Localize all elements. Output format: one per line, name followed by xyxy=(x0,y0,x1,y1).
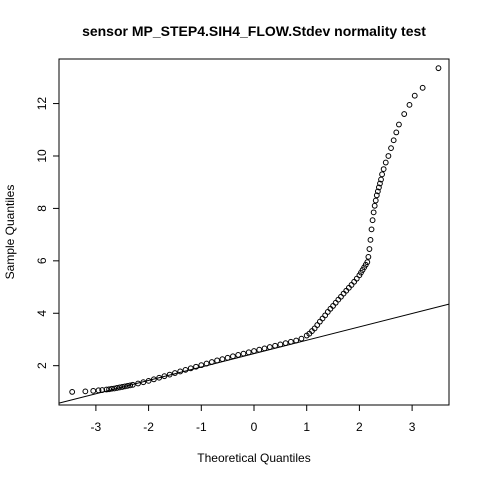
x-tick-label: 1 xyxy=(303,420,310,434)
data-point xyxy=(380,166,387,172)
data-point xyxy=(114,385,120,391)
data-point xyxy=(366,246,373,252)
data-point xyxy=(182,366,189,373)
data-point xyxy=(103,386,110,393)
data-point xyxy=(108,385,115,392)
data-point xyxy=(272,342,278,349)
data-point xyxy=(435,65,442,72)
data-point xyxy=(378,176,384,183)
data-point xyxy=(156,374,163,381)
y-tick-label: 8 xyxy=(35,205,49,212)
y-tick-label: 12 xyxy=(35,97,49,111)
data-point xyxy=(208,359,215,365)
data-point xyxy=(277,341,284,348)
data-point xyxy=(373,192,380,199)
data-point xyxy=(111,385,118,392)
data-point xyxy=(187,365,194,372)
data-point xyxy=(377,180,383,187)
data-point xyxy=(177,368,184,375)
data-point xyxy=(390,137,397,144)
data-point xyxy=(251,348,257,354)
data-point xyxy=(282,340,289,347)
data-point xyxy=(99,387,106,393)
chart-title: sensor MP_STEP4.SIH4_FLOW.Stdev normalit… xyxy=(82,23,426,39)
data-point xyxy=(382,159,389,166)
data-point xyxy=(119,384,126,390)
data-point xyxy=(368,226,375,233)
data-point xyxy=(198,362,205,369)
data-point xyxy=(406,101,413,108)
data-point xyxy=(95,387,102,394)
data-point xyxy=(214,357,221,364)
y-tick-label: 2 xyxy=(35,362,49,369)
data-point xyxy=(396,121,402,128)
data-point xyxy=(411,92,418,99)
sample-points xyxy=(69,65,442,395)
y-tick-label: 10 xyxy=(35,149,49,163)
data-point xyxy=(401,111,408,117)
data-point xyxy=(166,371,173,378)
data-point xyxy=(129,381,136,388)
data-point xyxy=(371,202,378,209)
x-tick-label: -2 xyxy=(143,420,154,434)
data-point xyxy=(256,346,263,353)
data-point xyxy=(82,388,89,395)
data-point xyxy=(90,387,97,394)
y-tick-label: 4 xyxy=(35,310,49,317)
data-point xyxy=(372,197,379,204)
y-tick-label: 6 xyxy=(35,257,49,264)
data-point xyxy=(379,171,385,178)
data-point xyxy=(145,377,152,384)
data-point xyxy=(224,354,231,361)
x-tick-label: 3 xyxy=(409,420,416,434)
data-point xyxy=(121,383,128,390)
data-point xyxy=(393,129,400,136)
data-point xyxy=(385,153,392,159)
data-point xyxy=(245,349,252,356)
data-point xyxy=(370,209,377,216)
data-point xyxy=(240,350,247,357)
data-point xyxy=(161,373,168,380)
x-axis-label: Theoretical Quantiles xyxy=(197,451,310,465)
data-point xyxy=(367,236,374,243)
y-axis-label: Sample Quantiles xyxy=(3,185,17,280)
x-tick-label: 0 xyxy=(251,420,258,434)
data-point xyxy=(365,254,372,260)
data-point xyxy=(293,337,300,344)
data-point xyxy=(116,384,123,391)
x-axis: -3 -2 -1 0 1 2 3 xyxy=(91,404,416,434)
data-point xyxy=(374,188,381,195)
x-tick-label: 2 xyxy=(356,420,363,434)
data-point xyxy=(219,356,226,363)
data-point xyxy=(298,335,305,342)
data-point xyxy=(261,345,268,352)
data-point xyxy=(106,386,112,393)
data-point xyxy=(230,353,236,360)
data-point xyxy=(203,360,210,367)
data-point xyxy=(376,184,382,191)
data-point xyxy=(135,380,141,387)
data-point xyxy=(369,217,376,224)
data-point xyxy=(127,382,134,389)
data-point xyxy=(287,338,294,345)
y-axis: 2 4 6 8 10 12 xyxy=(35,97,60,369)
data-point xyxy=(69,388,76,395)
data-point xyxy=(193,363,199,370)
data-point xyxy=(140,379,147,386)
data-point xyxy=(235,352,242,358)
data-point xyxy=(364,259,371,266)
data-point xyxy=(124,382,131,389)
x-tick-label: -3 xyxy=(91,420,102,434)
data-point xyxy=(388,145,394,152)
data-point xyxy=(419,84,426,91)
data-point xyxy=(172,370,178,376)
x-tick-label: -1 xyxy=(196,420,207,434)
data-point xyxy=(266,344,273,350)
data-point xyxy=(150,376,157,383)
